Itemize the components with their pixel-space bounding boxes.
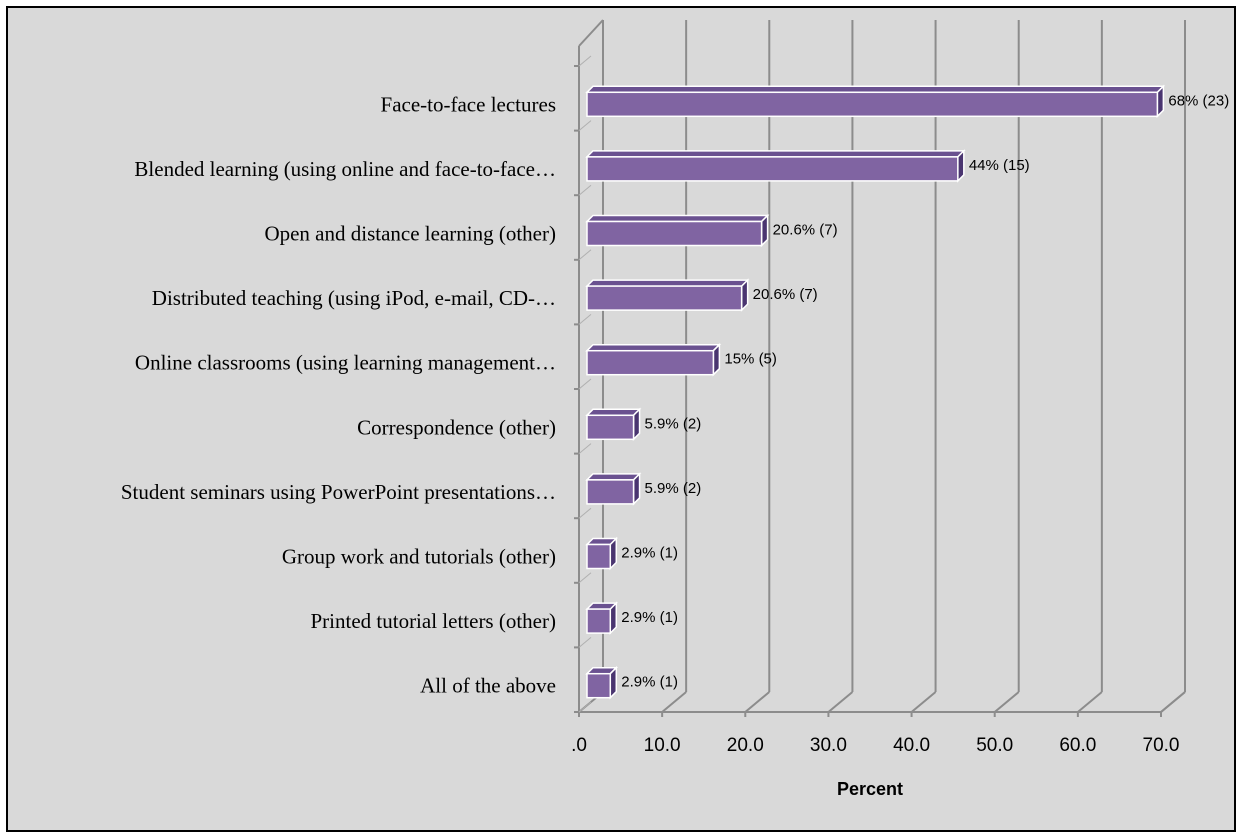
bar-top-face <box>585 214 770 223</box>
bar <box>585 665 619 700</box>
bar-side-face <box>712 342 721 377</box>
category-label: Blended learning (using online and face-… <box>134 157 556 181</box>
bar-side-face <box>609 536 618 571</box>
bar-front-face <box>586 414 635 441</box>
bar-top-face <box>585 279 750 287</box>
gridlines <box>578 20 1186 713</box>
side-wall-top <box>578 19 604 47</box>
bar <box>585 84 1166 119</box>
side-wall-divider <box>578 249 592 261</box>
bar-front-face <box>586 156 959 182</box>
side-wall-divider <box>578 314 592 325</box>
category-label: Correspondence (other) <box>357 415 556 439</box>
bar-top-face <box>585 408 642 417</box>
gridline-floor <box>744 691 770 713</box>
bar-side-face <box>740 278 749 312</box>
side-wall-divider <box>578 55 592 67</box>
category-label: Online classrooms (using learning manage… <box>135 351 556 375</box>
bar-front-face <box>586 349 715 376</box>
data-label: 20.6% (7) <box>773 222 838 239</box>
category-label: Distributed teaching (using iPod, e-mail… <box>152 286 556 310</box>
x-tick-label: 60.0 <box>1059 735 1096 756</box>
x-tick-label: 50.0 <box>976 735 1013 756</box>
data-label: 44% (15) <box>969 157 1030 174</box>
data-label: 15% (5) <box>724 351 777 368</box>
x-tick-label: .0 <box>571 735 587 756</box>
side-wall-divider <box>578 184 592 196</box>
category-label: All of the above <box>420 674 556 698</box>
x-tick-label: 20.0 <box>727 735 764 756</box>
bar-side-face <box>609 665 618 700</box>
axes <box>574 19 1186 717</box>
gridline-floor <box>994 691 1020 713</box>
data-label: 5.9% (2) <box>645 480 702 497</box>
labels: .0 10.0 20.0 30.0 40.0 50.0 60.0 70.0 Face-to-fa… <box>121 92 1229 756</box>
gridline-floor <box>661 691 687 713</box>
bar <box>585 213 770 248</box>
x-axis-title: Percent <box>837 779 903 799</box>
bar-top-face <box>585 85 1166 94</box>
data-label: 2.9% (1) <box>621 609 678 626</box>
bar <box>585 278 750 312</box>
bar-side-face <box>609 601 618 635</box>
side-wall-divider <box>578 572 592 584</box>
data-label: 2.9% (1) <box>621 545 678 562</box>
x-tick-label: 70.0 <box>1143 735 1180 756</box>
side-wall-divider <box>578 378 592 390</box>
category-label: Printed tutorial letters (other) <box>310 609 556 633</box>
bar-front-face <box>586 479 635 505</box>
data-label: 5.9% (2) <box>645 415 702 432</box>
category-label: Open and distance learning (other) <box>264 222 556 246</box>
bars <box>585 84 1166 700</box>
side-wall-divider <box>578 637 592 648</box>
bar-side-face <box>1156 84 1165 119</box>
gridline-floor <box>910 691 937 713</box>
bar <box>585 342 722 377</box>
x-tick-label: 40.0 <box>893 735 930 756</box>
bar-front-face <box>586 608 612 634</box>
side-wall-divider <box>578 443 592 454</box>
bar-front-face <box>586 672 612 699</box>
bar-top-face <box>585 343 722 352</box>
bar-top-face <box>585 473 642 481</box>
bar <box>585 472 642 506</box>
x-tick-label: 10.0 <box>644 735 681 756</box>
side-wall-divider <box>578 701 592 713</box>
bar-front-face <box>586 285 743 311</box>
category-label: Group work and tutorials (other) <box>282 545 556 569</box>
bar-side-face <box>760 213 769 248</box>
side-wall-divider <box>578 120 592 131</box>
bar-front-face <box>586 91 1159 118</box>
side-wall-divider <box>578 507 592 519</box>
bar-top-face <box>585 150 966 158</box>
bar-side-face <box>632 407 641 442</box>
category-label: Student seminars using PowerPoint presen… <box>121 480 556 504</box>
bar-front-face <box>586 220 763 247</box>
category-label: Face-to-face lectures <box>381 92 556 116</box>
bar <box>585 149 966 183</box>
data-label: 2.9% (1) <box>621 674 678 691</box>
floor-edge <box>1160 691 1186 713</box>
x-tick-label: 30.0 <box>810 735 847 756</box>
data-label: 68% (23) <box>1168 92 1229 109</box>
gridline-floor <box>1077 691 1103 713</box>
bar <box>585 601 619 635</box>
bar-side-face <box>957 149 965 183</box>
bar-side-face <box>632 472 641 506</box>
data-label: 20.6% (7) <box>753 286 818 303</box>
bar <box>585 536 619 571</box>
bar-front-face <box>586 543 612 570</box>
bar <box>585 407 642 442</box>
gridline-floor <box>827 691 854 713</box>
